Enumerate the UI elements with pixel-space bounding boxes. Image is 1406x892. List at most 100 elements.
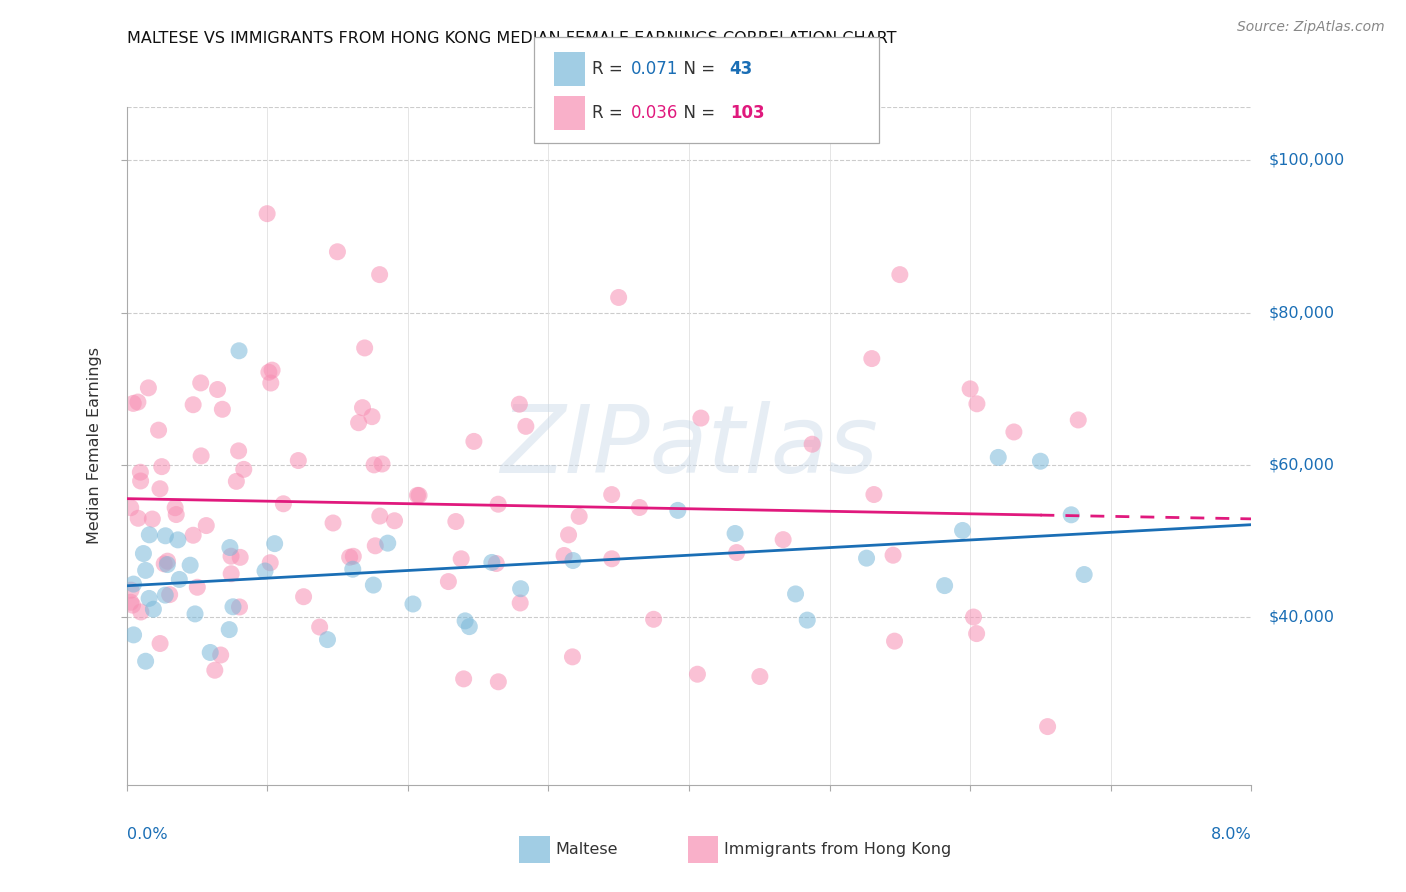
Point [273,497,295,511]
Point [562,553,585,567]
Point [129,605,152,619]
Point [121,598,143,612]
Point [406,488,429,502]
Point [485,557,508,571]
Point [138,591,160,606]
Text: $100,000: $100,000 [1268,153,1344,168]
Point [725,545,748,559]
Point [120,500,142,515]
Point [952,524,974,538]
Point [384,514,406,528]
Point [458,619,481,633]
Point [218,623,240,637]
Point [122,577,145,591]
Point [287,453,309,467]
Point [363,458,385,472]
Point [263,536,285,550]
Point [1002,425,1025,439]
Point [959,382,981,396]
Point [568,509,591,524]
Point [509,582,531,596]
Point [342,549,364,564]
Point [204,663,226,677]
Point [127,395,149,409]
Point [148,423,170,437]
Point [454,614,477,628]
Point [450,551,472,566]
Point [159,588,181,602]
Point [463,434,485,449]
Point [342,562,364,576]
Point [962,610,984,624]
Text: $40,000: $40,000 [1268,610,1334,625]
Text: Immigrants from Hong Kong: Immigrants from Hong Kong [724,842,952,856]
Point [322,516,344,530]
Point [153,557,176,571]
Text: 43: 43 [730,60,754,78]
Text: 0.071: 0.071 [631,60,679,78]
Point [232,462,254,476]
Point [785,587,807,601]
Text: 8.0%: 8.0% [1211,827,1251,841]
Point [257,365,280,379]
Text: R =: R = [592,104,628,122]
Point [219,541,242,555]
Text: N =: N = [673,60,721,78]
Text: MALTESE VS IMMIGRANTS FROM HONG KONG MEDIAN FEMALE EARNINGS CORRELATION CHART: MALTESE VS IMMIGRANTS FROM HONG KONG MED… [127,31,896,46]
Point [120,583,142,598]
Point [561,649,583,664]
Point [724,526,747,541]
Point [179,558,201,573]
Point [200,645,222,659]
Point [686,667,709,681]
Y-axis label: Median Female Earnings: Median Female Earnings [87,348,103,544]
Point [666,503,689,517]
Text: 103: 103 [730,104,765,122]
Point [402,597,425,611]
Point [225,475,247,489]
Point [186,580,208,594]
Text: ZIPatlas: ZIPatlas [501,401,877,491]
Point [129,465,152,479]
Point [557,528,579,542]
Point [155,529,177,543]
Point [150,459,173,474]
Text: 0.0%: 0.0% [127,827,167,841]
Point [228,599,250,614]
Point [195,518,218,533]
Point [690,411,713,425]
Point [607,290,630,304]
Point [135,563,157,577]
Point [508,397,530,411]
Point [481,556,503,570]
Point [1067,413,1090,427]
Point [169,573,191,587]
Point [600,487,623,501]
Text: R =: R = [592,60,628,78]
Point [138,381,160,395]
Point [256,207,278,221]
Point [142,602,165,616]
Text: Source: ZipAtlas.com: Source: ZipAtlas.com [1237,20,1385,34]
Point [254,564,277,578]
Point [486,674,509,689]
Point [209,648,232,662]
Point [368,509,391,524]
Point [326,244,349,259]
Point [515,419,537,434]
Point [211,402,233,417]
Point [127,511,149,525]
Point [796,613,818,627]
Point [1073,567,1095,582]
Point [1036,720,1059,734]
Point [219,566,242,581]
Point [219,549,242,564]
Point [229,550,252,565]
Point [377,536,399,550]
Point [141,512,163,526]
Point [437,574,460,589]
Point [120,595,142,609]
Text: Maltese: Maltese [555,842,617,856]
Point [772,533,794,547]
Point [135,654,157,668]
